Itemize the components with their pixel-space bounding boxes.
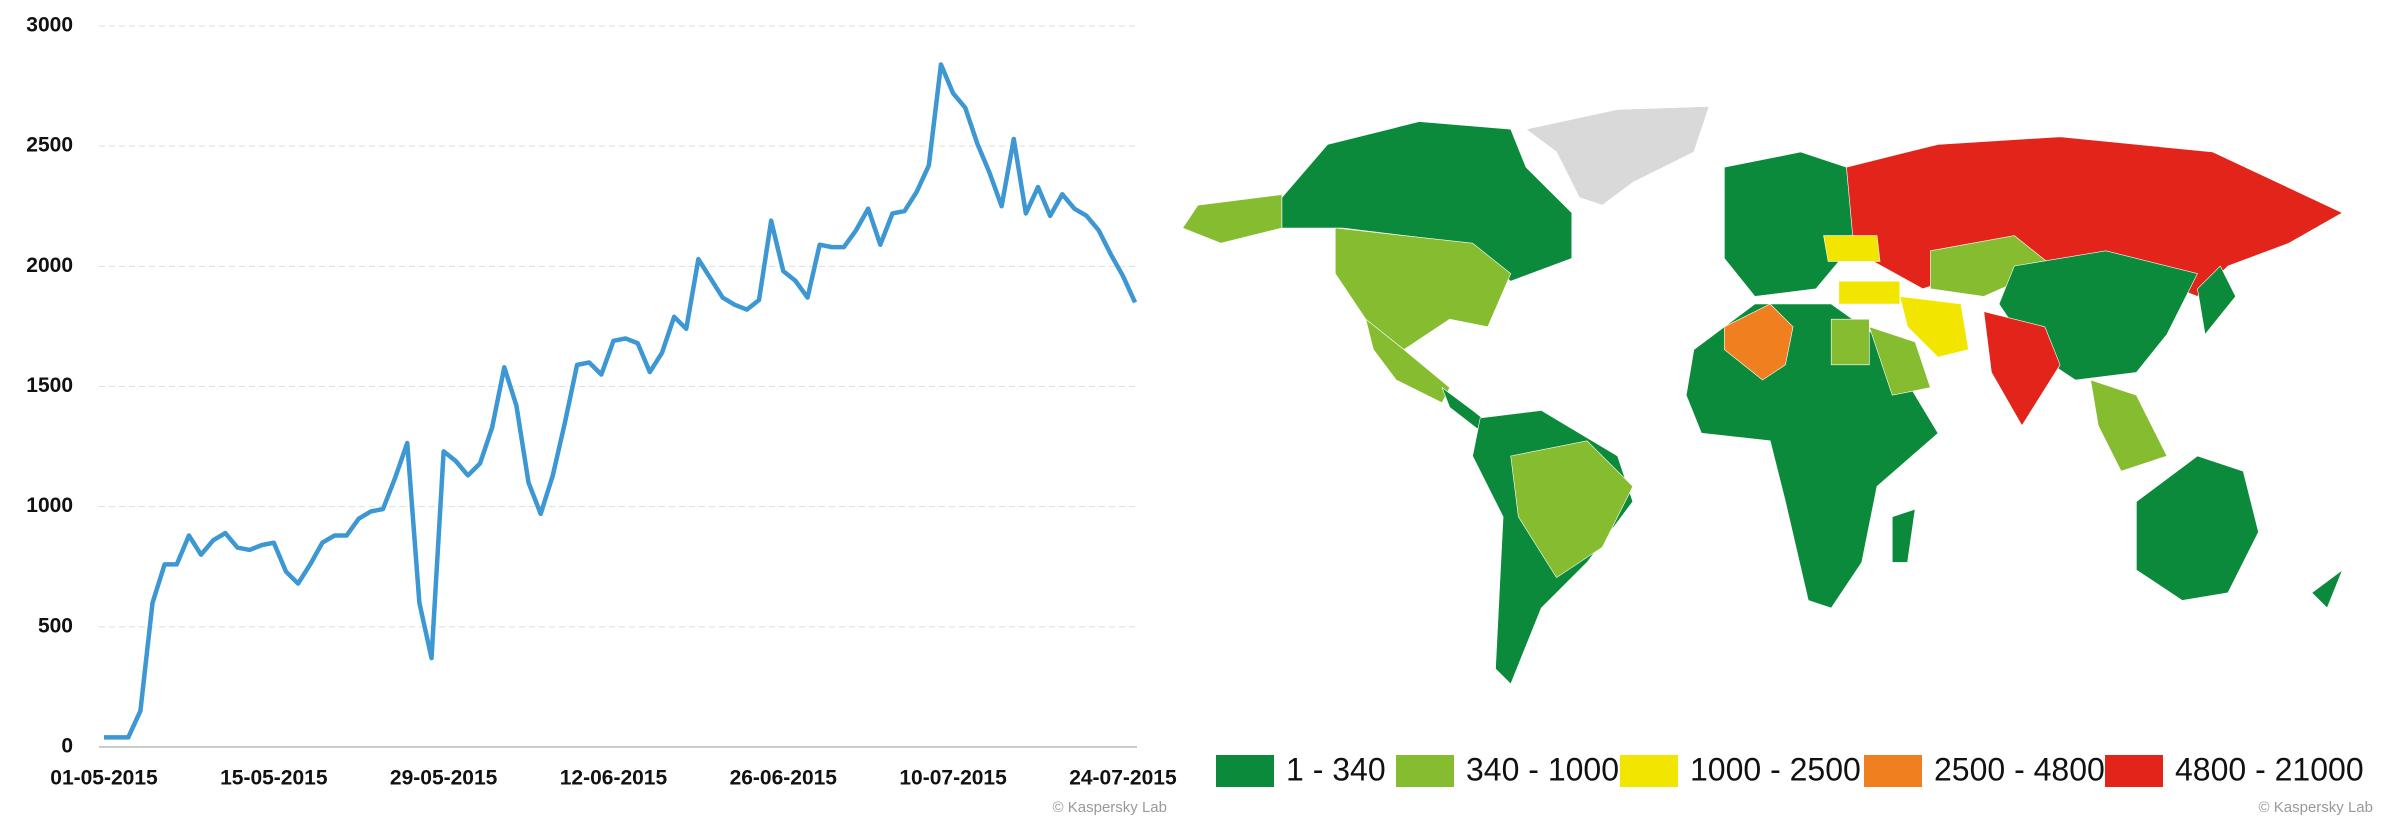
egypt <box>1830 318 1870 366</box>
southeast-asia <box>2090 379 2168 472</box>
legend-swatch <box>1620 755 1678 787</box>
watermark: © Kaspersky Lab <box>2259 799 2373 816</box>
canada <box>1281 121 1573 282</box>
legend-swatch <box>1216 755 1274 787</box>
india <box>1983 311 2061 427</box>
world-map <box>1182 106 2344 685</box>
usa <box>1334 227 1512 350</box>
y-tick-label: 1500 <box>26 374 73 397</box>
mexico <box>1365 318 1451 404</box>
ukraine <box>1823 235 1881 262</box>
greenland <box>1525 106 1710 206</box>
legend-swatch <box>2105 755 2163 787</box>
legend-label: 2500 - 4800 <box>1934 751 2105 787</box>
x-tick-label: 15-05-2015 <box>220 767 328 790</box>
line-series <box>104 62 1138 740</box>
legend-label: 1 - 340 <box>1286 751 1386 787</box>
x-tick-label: 10-07-2015 <box>899 767 1007 790</box>
legend-label: 4800 - 21000 <box>2175 751 2364 787</box>
europe <box>1724 151 1855 297</box>
y-tick-label: 2000 <box>26 254 73 277</box>
australia <box>2136 455 2259 601</box>
arabia <box>1868 326 1931 396</box>
legend-label: 340 - 1000 <box>1466 751 1619 787</box>
x-tick-label: 12-06-2015 <box>560 767 668 790</box>
turkey <box>1838 280 1901 305</box>
y-tick-label: 1000 <box>26 494 73 517</box>
legend-label: 1000 - 2500 <box>1690 751 1861 787</box>
legend-swatch <box>1864 755 1922 787</box>
y-tick-label: 3000 <box>26 14 73 37</box>
madagascar <box>1891 508 1916 563</box>
iran <box>1899 296 1969 358</box>
y-tick-label: 2500 <box>26 134 73 157</box>
y-tick-label: 500 <box>38 614 73 637</box>
x-tick-label: 26-06-2015 <box>730 767 838 790</box>
x-tick-label: 24-07-2015 <box>1069 767 1177 790</box>
africa <box>1685 303 1939 609</box>
x-tick-label: 29-05-2015 <box>390 767 498 790</box>
y-tick-label: 0 <box>61 735 73 758</box>
x-tick-label: 01-05-2015 <box>50 767 158 790</box>
algeria <box>1724 303 1794 381</box>
new-zealand <box>2311 569 2344 609</box>
alaska <box>1182 194 1283 244</box>
brazil <box>1510 440 1634 579</box>
legend-swatch <box>1396 755 1454 787</box>
watermark: © Kaspersky Lab <box>1053 799 1167 816</box>
japan <box>2197 265 2236 336</box>
